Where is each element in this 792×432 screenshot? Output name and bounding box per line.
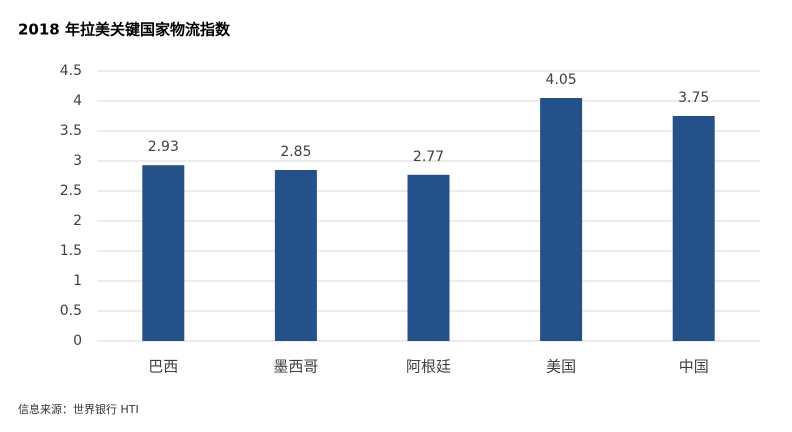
x-tick-label: 墨西哥 (273, 358, 318, 376)
y-tick-label: 0 (73, 333, 82, 349)
data-label: 4.05 (546, 72, 577, 88)
y-tick-label: 2 (73, 213, 82, 229)
data-label: 3.75 (678, 90, 709, 106)
bar (142, 165, 185, 341)
bar (672, 116, 715, 341)
y-tick-label: 1 (73, 273, 82, 289)
x-tick-label: 巴西 (148, 358, 178, 376)
y-tick-label: 3 (73, 153, 82, 169)
bar (540, 98, 583, 341)
y-tick-label: 1.5 (60, 243, 82, 259)
x-tick-label: 中国 (679, 358, 709, 376)
x-tick-label: 美国 (546, 358, 576, 376)
chart-title: 2018 年拉美关键国家物流指数 (18, 21, 231, 39)
bar (407, 174, 450, 341)
x-tick-label: 阿根廷 (406, 358, 451, 376)
source-note: 信息来源：世界银行 HTI (18, 402, 139, 416)
data-label: 2.93 (148, 139, 179, 155)
y-tick-label: 2.5 (60, 183, 82, 199)
data-label: 2.77 (413, 149, 444, 165)
data-label: 2.85 (280, 144, 311, 160)
y-tick-label: 4.5 (60, 63, 82, 79)
bar (274, 170, 317, 341)
y-tick-label: 4 (73, 93, 82, 109)
y-tick-label: 3.5 (60, 123, 82, 139)
y-tick-label: 0.5 (60, 303, 82, 319)
